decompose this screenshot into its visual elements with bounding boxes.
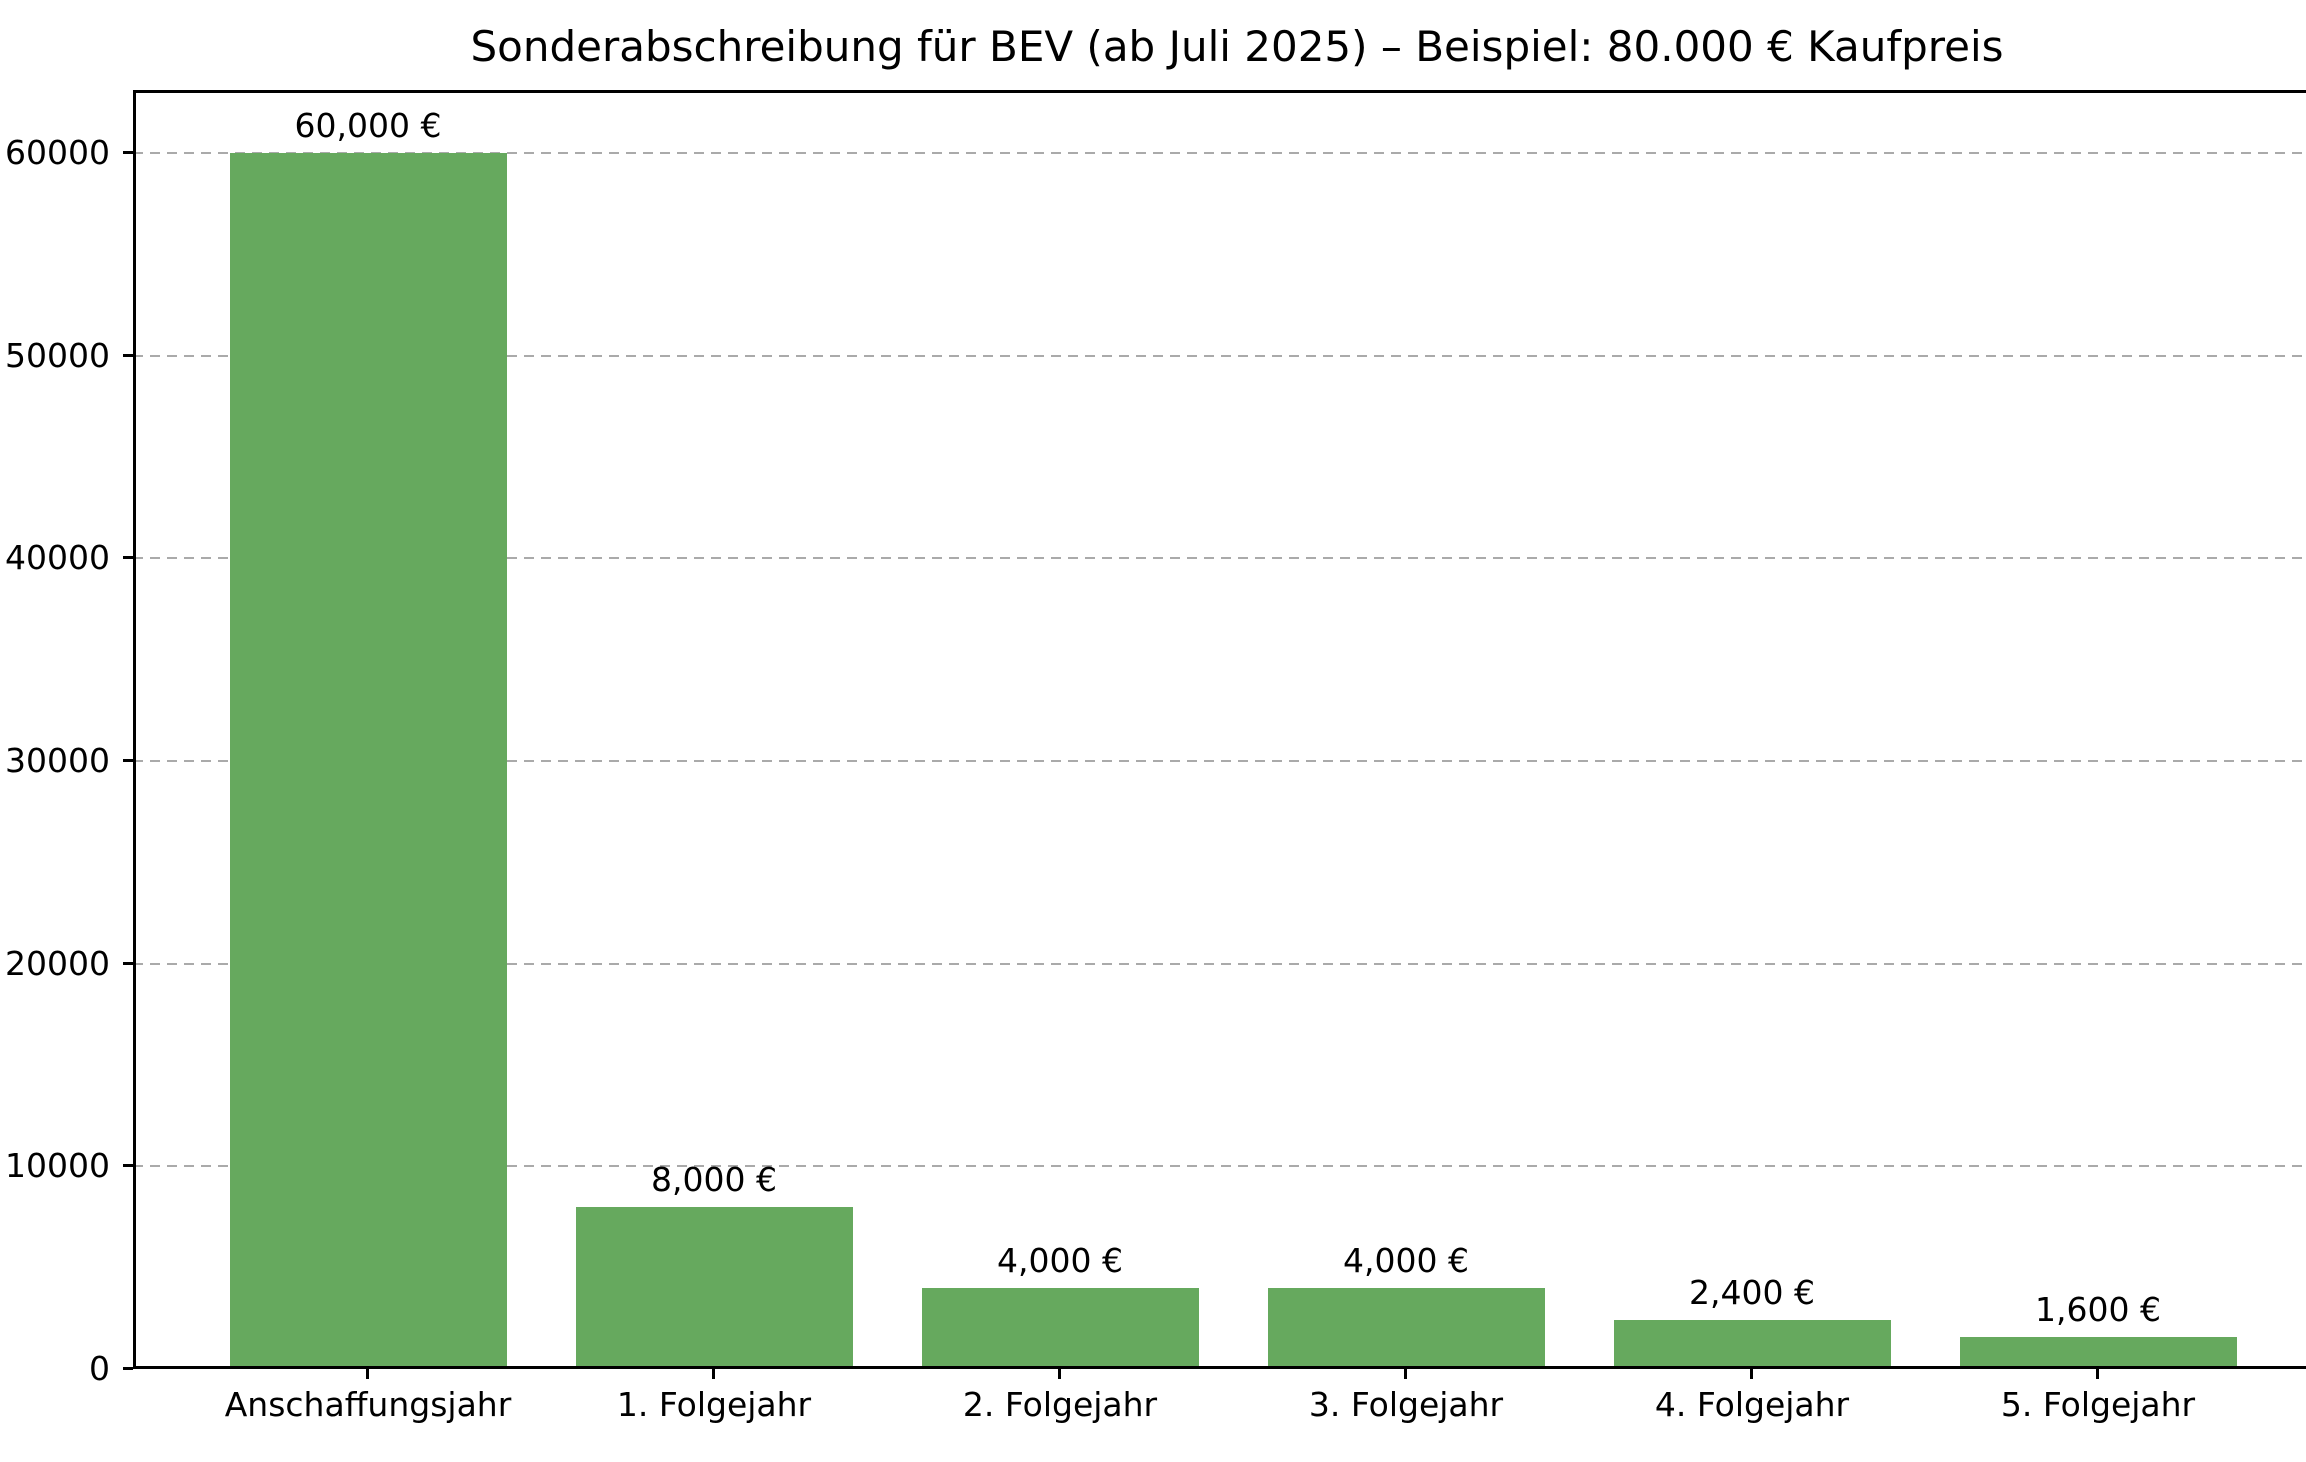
gridline-y-20000 [133,962,2306,965]
y-tick-label-60000: 60000 [5,132,110,172]
y-tick-label-30000: 30000 [5,740,110,780]
x-tick-label-3-folgejahr: 3. Folgejahr [1308,1385,1504,1424]
gridline-y-30000 [133,759,2306,762]
y-tick-label-20000: 20000 [5,943,110,983]
bar-3-folgejahr [1267,1287,1545,1369]
y-tick-label-0: 0 [89,1349,110,1388]
x-tick-mark-3-folgejahr [1404,1369,1407,1379]
bar-value-label-2-folgejahr: 4,000 € [997,1240,1123,1280]
chart-title: Sonderabschreibung für BEV (ab Juli 2025… [470,22,2004,71]
y-tick-mark-40000 [123,556,133,560]
x-tick-mark-anschaffungsjahr [366,1369,369,1379]
x-tick-label-anschaffungsjahr: Anschaffungsjahr [224,1385,512,1424]
y-tick-mark-50000 [123,353,133,357]
bar-value-label-anschaffungsjahr: 60,000 € [294,105,442,145]
gridline-y-50000 [133,354,2306,357]
bar-value-label-5-folgejahr: 1,600 € [2035,1289,2161,1329]
bar-value-label-3-folgejahr: 4,000 € [1343,1240,1469,1280]
y-tick-mark-10000 [123,1164,133,1168]
y-tick-mark-30000 [123,758,133,762]
y-tick-mark-60000 [123,150,133,154]
x-tick-mark-1-folgejahr [712,1369,715,1379]
gridline-y-40000 [133,557,2306,560]
bar-value-label-4-folgejahr: 2,400 € [1689,1273,1815,1313]
bar-1-folgejahr [575,1206,853,1369]
x-tick-mark-2-folgejahr [1058,1369,1061,1379]
bar-value-label-1-folgejahr: 8,000 € [651,1159,777,1199]
bar-5-folgejahr [1959,1336,2237,1369]
x-tick-mark-5-folgejahr [2096,1369,2099,1379]
y-tick-label-40000: 40000 [5,538,110,578]
gridline-y-10000 [133,1165,2306,1168]
gridline-y-60000 [133,151,2306,154]
x-tick-label-1-folgejahr: 1. Folgejahr [616,1385,812,1424]
x-tick-label-5-folgejahr: 5. Folgejahr [2000,1385,2196,1424]
x-tick-mark-4-folgejahr [1750,1369,1753,1379]
bar-2-folgejahr [921,1287,1199,1369]
bar-anschaffungsjahr [229,152,507,1369]
x-tick-label-2-folgejahr: 2. Folgejahr [962,1385,1158,1424]
x-tick-label-4-folgejahr: 4. Folgejahr [1654,1385,1850,1424]
y-tick-label-10000: 10000 [5,1146,110,1186]
y-tick-mark-0 [123,1367,133,1370]
y-tick-label-50000: 50000 [5,335,110,375]
bar-4-folgejahr [1613,1320,1891,1369]
y-tick-mark-20000 [123,961,133,965]
